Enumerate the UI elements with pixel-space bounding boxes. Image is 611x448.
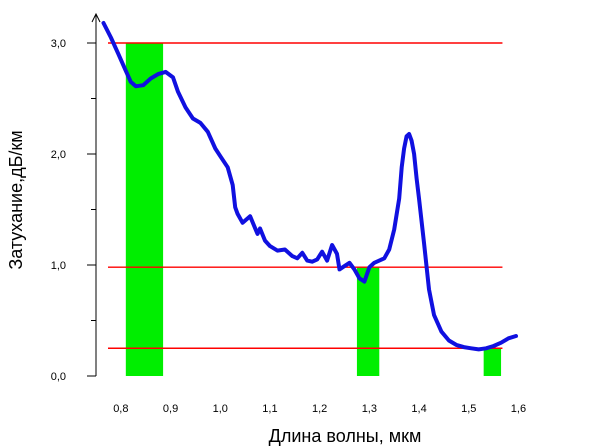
- x-tick-label-8: 1,5: [461, 403, 476, 415]
- y-axis-title: Затухание,дБ/км: [6, 130, 26, 269]
- y-tick-label-1: 0,0: [51, 371, 66, 383]
- tick-labels-group: 0,0 1,0 2,0 3,0 0,8 0,9 1,0 1,1 1,2 1,3 1,4 1,5 1,6: [51, 38, 526, 415]
- reference-lines-group: [108, 42, 503, 349]
- axes-group: [87, 12, 101, 377]
- window-bar-1: [125, 43, 164, 376]
- series-group: [101, 21, 518, 352]
- x-axis-title: Длина волны, мкм: [269, 426, 422, 446]
- x-tick-label-9: 1,6: [511, 403, 526, 415]
- window-bar-2: [356, 267, 380, 376]
- y-tick-label-4: 3,0: [51, 38, 66, 50]
- y-tick-label-2: 1,0: [51, 260, 66, 272]
- x-tick-label-1: 0,8: [113, 403, 128, 415]
- y-axis-arrow: [91, 12, 101, 23]
- attenuation-series-line-1: [101, 21, 518, 352]
- x-tick-label-7: 1,4: [411, 403, 426, 415]
- x-tick-label-4: 1,1: [262, 403, 277, 415]
- x-tick-label-5: 1,2: [312, 403, 327, 415]
- window-bars-group: [125, 43, 502, 376]
- window-bar-3: [483, 348, 502, 376]
- x-tick-label-2: 0,9: [163, 403, 178, 415]
- x-tick-label-3: 1,0: [213, 403, 228, 415]
- x-tick-label-6: 1,3: [362, 403, 377, 415]
- y-tick-label-3: 2,0: [51, 149, 66, 161]
